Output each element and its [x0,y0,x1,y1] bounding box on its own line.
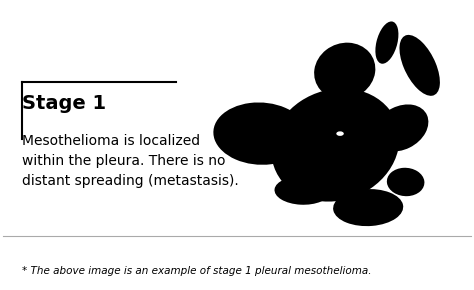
Ellipse shape [333,189,403,226]
Ellipse shape [375,21,399,64]
Text: Mesothelioma is localized
within the pleura. There is no
distant spreading (meta: Mesothelioma is localized within the ple… [21,134,238,188]
Ellipse shape [400,35,440,96]
Ellipse shape [213,102,308,165]
Text: * The above image is an example of stage 1 pleural mesothelioma.: * The above image is an example of stage… [21,266,371,276]
Circle shape [337,131,344,136]
Ellipse shape [374,104,428,151]
Ellipse shape [274,176,331,205]
Ellipse shape [387,168,424,196]
Ellipse shape [272,88,399,202]
Text: Stage 1: Stage 1 [21,94,106,113]
Ellipse shape [314,43,375,99]
